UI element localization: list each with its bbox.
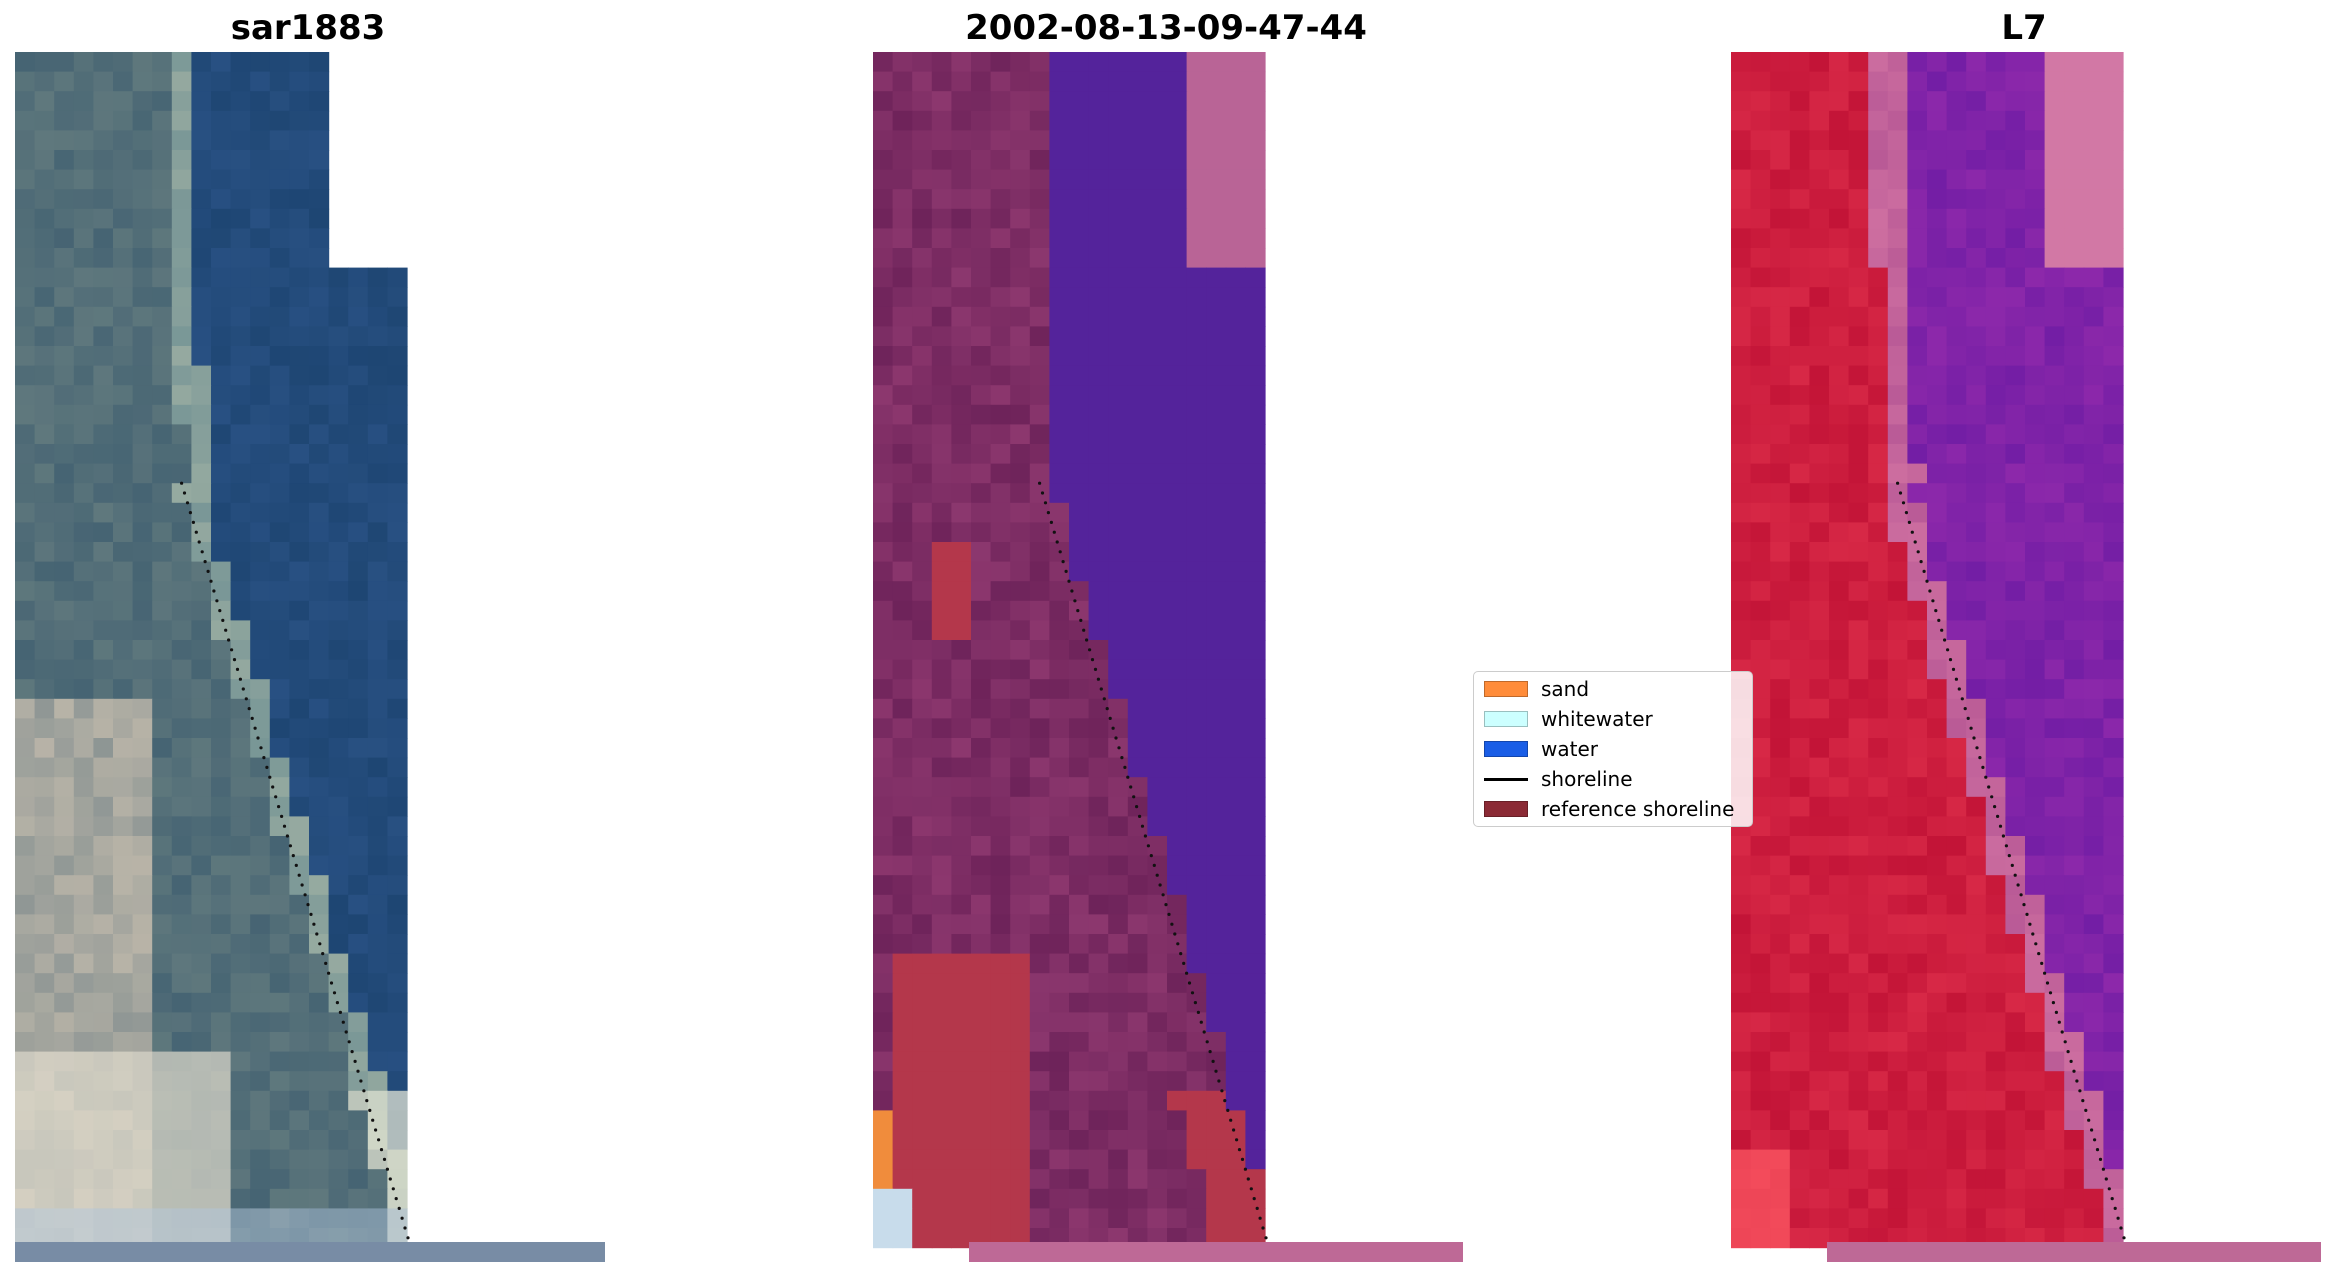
legend-label-shoreline: shoreline (1541, 767, 1633, 791)
water-swatch (1484, 741, 1528, 757)
reference-shoreline-swatch (1484, 801, 1528, 817)
classified-image-panel (873, 52, 1463, 1272)
classified-image (873, 52, 1463, 1262)
panel-title-date: 2002-08-13-09-47-44 (965, 8, 1367, 48)
panel-title-satellite: L7 (2001, 8, 2047, 48)
legend-label-whitewater: whitewater (1541, 707, 1653, 731)
shoreline-dots (1896, 481, 2126, 1240)
legend-label-reference-shoreline: reference shoreline (1541, 797, 1735, 821)
whitewater-swatch (1484, 711, 1528, 727)
legend-label-water: water (1541, 737, 1598, 761)
legend: sand whitewater water shoreline referenc… (1473, 671, 1753, 827)
shoreline-dots (180, 481, 410, 1240)
shoreline-line-sample (1484, 778, 1528, 781)
shoreline-dots (1038, 481, 1268, 1240)
panel-title-rgb: sar1883 (230, 8, 386, 48)
falsecolor-image-panel (1731, 52, 2321, 1272)
sand-swatch (1484, 681, 1528, 697)
rgb-image (15, 52, 605, 1262)
falsecolor-image (1731, 52, 2321, 1262)
rgb-image-panel (15, 52, 605, 1272)
legend-label-sand: sand (1541, 677, 1590, 701)
